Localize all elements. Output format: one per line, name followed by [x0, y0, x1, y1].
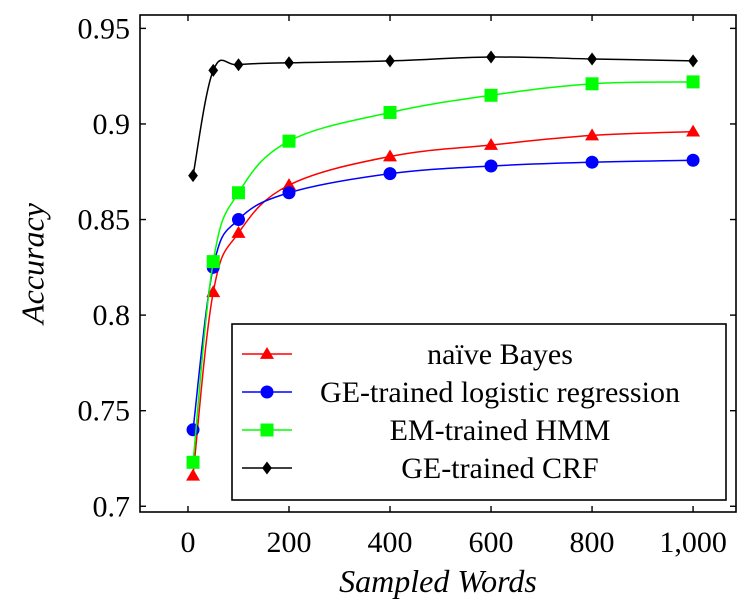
legend-marker	[260, 347, 274, 359]
legend-label: naïve Bayes	[427, 338, 573, 371]
series-layer	[186, 50, 701, 481]
data-point	[206, 285, 221, 298]
data-point	[188, 169, 198, 183]
data-point	[231, 186, 245, 200]
data-point	[284, 56, 294, 70]
data-point	[688, 54, 698, 68]
legend-label: GE-trained CRF	[401, 452, 598, 485]
data-point	[231, 213, 245, 227]
data-point	[585, 155, 599, 169]
x-tick-label: 600	[469, 526, 514, 559]
y-tick-label: 0.9	[93, 108, 131, 141]
y-tick-label: 0.7	[93, 490, 131, 523]
data-point	[282, 186, 296, 200]
axis-ticks: 0 200 400 600 800 1,000 0.7 0.75 0.8 0.85 0.9 0.95	[78, 12, 736, 559]
data-point	[231, 225, 246, 238]
series-line	[192, 56, 694, 176]
legend-label: EM-trained HMM	[390, 414, 611, 447]
legend-marker	[260, 423, 274, 437]
data-point	[206, 255, 220, 269]
y-tick-label: 0.95	[78, 12, 131, 45]
data-point	[585, 77, 599, 91]
legend-marker	[260, 385, 274, 399]
data-point	[686, 75, 700, 89]
data-point	[587, 52, 597, 66]
data-point	[484, 159, 498, 173]
data-point	[686, 153, 700, 167]
y-tick-label: 0.75	[78, 395, 131, 428]
x-tick-label: 400	[368, 526, 413, 559]
series-0	[186, 124, 701, 481]
series-3	[188, 50, 698, 183]
x-axis-title: Sampled Words	[339, 563, 537, 599]
legend-label: GE-trained logistic regression	[320, 376, 680, 409]
series-line	[192, 81, 694, 463]
legend-entry: GE-trained CRF	[242, 452, 599, 485]
data-point	[486, 50, 496, 64]
data-point	[282, 178, 296, 191]
data-point	[686, 124, 701, 137]
legend: naïve Bayes GE-trained logistic regressio…	[231, 323, 727, 501]
data-point	[383, 167, 397, 181]
data-point	[282, 134, 296, 148]
x-tick-label: 800	[570, 526, 615, 559]
data-point	[585, 128, 600, 141]
legend-entry: EM-trained HMM	[242, 414, 610, 447]
data-point	[383, 149, 398, 162]
y-tick-label: 0.85	[78, 204, 131, 237]
series-2	[186, 75, 700, 469]
x-tick-label: 0	[180, 526, 195, 559]
legend-entry: GE-trained logistic regression	[242, 376, 680, 409]
data-point	[385, 54, 395, 68]
x-tick-label: 200	[267, 526, 312, 559]
data-point	[186, 455, 200, 469]
data-point	[186, 423, 200, 437]
y-axis-title: Accuracy	[14, 202, 50, 326]
legend-marker	[262, 461, 272, 475]
data-point	[484, 137, 499, 150]
x-tick-label: 1,000	[659, 526, 727, 559]
data-point	[186, 468, 201, 481]
y-tick-label: 0.8	[93, 299, 131, 332]
legend-entry: naïve Bayes	[242, 338, 573, 371]
plot-frame	[139, 14, 737, 513]
data-point	[484, 88, 498, 102]
data-point	[208, 63, 219, 77]
legend-box	[231, 323, 727, 501]
data-point	[233, 58, 244, 72]
data-point	[383, 105, 397, 119]
